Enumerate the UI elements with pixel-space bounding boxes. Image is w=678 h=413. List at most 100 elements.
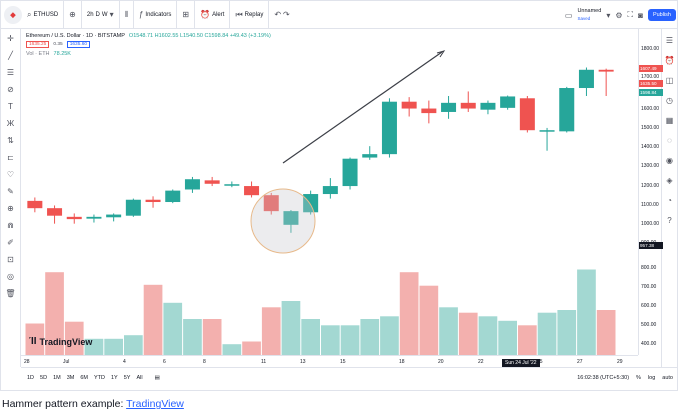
- symbol-search[interactable]: ⌕ ETHUSD: [22, 1, 65, 29]
- volume-label: Vol · ETH: [26, 50, 50, 57]
- date-tick: 8: [203, 359, 206, 365]
- volume-bar: [45, 272, 64, 355]
- candle-body: [145, 199, 161, 203]
- lock-drawing-icon[interactable]: ✐: [7, 238, 14, 247]
- compare-button[interactable]: ⊕: [64, 1, 82, 29]
- percent-toggle[interactable]: %: [636, 374, 641, 381]
- candle-body: [559, 88, 575, 132]
- range-all[interactable]: All: [136, 374, 143, 381]
- price-axis[interactable]: 1800.00 1607.49 1700.00 1635.50 1598.84 …: [638, 29, 663, 355]
- candle-body: [66, 216, 82, 220]
- replay-button[interactable]: ⏮ Replay: [230, 1, 270, 29]
- trash-icon[interactable]: 🗑: [5, 289, 16, 298]
- volume-bar: [183, 319, 202, 355]
- range-5y[interactable]: 5Y: [123, 374, 131, 381]
- range-ytd[interactable]: YTD: [93, 374, 105, 381]
- sell-price-box[interactable]: 1635.25: [26, 41, 50, 48]
- lines-icon[interactable]: ☰: [6, 68, 15, 77]
- bottom-toolbar: 1D 5D 1M 3M 6M YTD 1Y 5Y All ▤ 16:02:38 …: [21, 367, 677, 387]
- interval-2h[interactable]: 2h: [86, 11, 94, 18]
- goto-date-icon[interactable]: ▤: [154, 374, 160, 381]
- ethereum-logo-icon[interactable]: ◆: [4, 5, 22, 24]
- streams-icon[interactable]: ◈: [666, 176, 673, 185]
- redo-icon[interactable]: ↷: [283, 10, 290, 19]
- forecast-icon[interactable]: ⇅: [7, 136, 14, 145]
- date-tick: 18: [399, 359, 405, 365]
- calendar-icon[interactable]: ▦: [665, 116, 674, 125]
- indicators-button[interactable]: ƒ Indicators: [134, 1, 178, 29]
- volume-bar: [596, 310, 616, 355]
- grid-icon: ⊞: [182, 10, 190, 19]
- volume-bar: [399, 272, 419, 355]
- price-tick: 1600.00: [641, 106, 660, 112]
- range-1d[interactable]: 1D: [27, 374, 35, 381]
- alert-button[interactable]: ⏰ Alert: [195, 1, 231, 29]
- price-tick: 1100.00: [641, 202, 659, 208]
- interval-d[interactable]: D: [95, 11, 100, 18]
- watchlist-icon[interactable]: ☰: [665, 36, 674, 45]
- data-window-icon[interactable]: ◫: [665, 76, 674, 85]
- watermark-label: TradingView: [39, 336, 93, 347]
- volume-bar: [577, 269, 596, 355]
- volume-bar: [25, 323, 45, 355]
- range-1y[interactable]: 1Y: [110, 374, 118, 381]
- publish-button[interactable]: Publish: [647, 9, 676, 21]
- heart-icon[interactable]: ♡: [6, 170, 15, 179]
- candles-icon: ⫴: [124, 9, 128, 19]
- undo-icon[interactable]: ↶: [274, 10, 282, 19]
- date-axis[interactable]: 28 Jul 4 6 8 11 13 15 18 20 22 Sun 24 Ju…: [21, 355, 638, 367]
- chevron-down-icon[interactable]: ▾: [606, 10, 611, 20]
- settings-icon[interactable]: ⚙: [615, 10, 623, 20]
- hotlist-icon[interactable]: ◷: [666, 96, 673, 105]
- buy-price-box[interactable]: 1635.60: [66, 41, 91, 48]
- help-icon[interactable]: ?: [667, 216, 672, 225]
- log-toggle[interactable]: log: [647, 374, 656, 381]
- measure-icon[interactable]: ⊏: [7, 153, 14, 162]
- notifications-icon[interactable]: ◔: [667, 196, 672, 205]
- lock-icon[interactable]: ⊡: [7, 255, 14, 264]
- chat-icon[interactable]: ◉: [666, 156, 673, 165]
- clock-time[interactable]: 16:02:38 (UTC+5:30): [577, 374, 630, 381]
- ideas-icon[interactable]: ◌: [667, 136, 672, 145]
- trendline-icon[interactable]: ╱: [8, 51, 13, 60]
- chart-type-button[interactable]: ⫴: [120, 1, 134, 29]
- range-3m[interactable]: 3M: [66, 374, 75, 381]
- candle-body: [322, 186, 338, 195]
- chevron-down-icon[interactable]: ▾: [109, 10, 114, 19]
- interval-w[interactable]: W: [101, 11, 108, 18]
- eye-icon[interactable]: ◎: [7, 272, 14, 281]
- magnet-icon[interactable]: ⋒: [7, 221, 14, 230]
- camera-icon[interactable]: ◙: [638, 10, 643, 20]
- date-tick: 4: [123, 359, 126, 365]
- chart-canvas[interactable]: [21, 29, 638, 355]
- drawing-toolbar: ✛ ╱ ☰ ⊘ T Ж ⇅ ⊏ ♡ ✎ ⊕ ⋒ ✐ ⊡ ◎ 🗑: [1, 29, 21, 367]
- plus-circle-icon: ⊕: [69, 10, 76, 19]
- indicators-icon: ƒ: [138, 10, 144, 19]
- layout-status-label: Saved: [577, 16, 591, 21]
- layout-icon[interactable]: ▭: [564, 10, 573, 20]
- range-1m[interactable]: 1M: [53, 374, 61, 381]
- caption-link[interactable]: TradingView: [126, 398, 184, 410]
- volume-bar: [124, 335, 143, 355]
- auto-toggle[interactable]: auto: [662, 374, 673, 381]
- volume-bar: [380, 316, 399, 355]
- fullscreen-icon[interactable]: ⛶: [627, 10, 634, 19]
- pattern-icon[interactable]: Ж: [6, 119, 15, 128]
- volume-bar: [478, 316, 498, 355]
- ruler-icon[interactable]: ✎: [7, 187, 14, 196]
- alarm-icon: ⏰: [200, 10, 211, 19]
- range-6m[interactable]: 6M: [80, 374, 88, 381]
- alerts-icon[interactable]: ⏰: [664, 56, 675, 65]
- range-5d[interactable]: 5D: [40, 374, 48, 381]
- interval-group: 2h D W ▾: [82, 1, 120, 29]
- layout-name[interactable]: Unnamed Saved: [577, 8, 601, 22]
- crosshair-icon[interactable]: ✛: [7, 34, 14, 43]
- brush-icon[interactable]: ⊘: [7, 85, 14, 94]
- date-tick: 27: [577, 359, 583, 365]
- candle-body: [578, 69, 594, 89]
- zoom-icon[interactable]: ⊕: [7, 204, 14, 213]
- templates-button[interactable]: ⊞: [177, 1, 196, 29]
- text-icon[interactable]: T: [8, 102, 13, 111]
- volume-bar: [557, 310, 577, 355]
- indicators-label: Indicators: [145, 11, 172, 18]
